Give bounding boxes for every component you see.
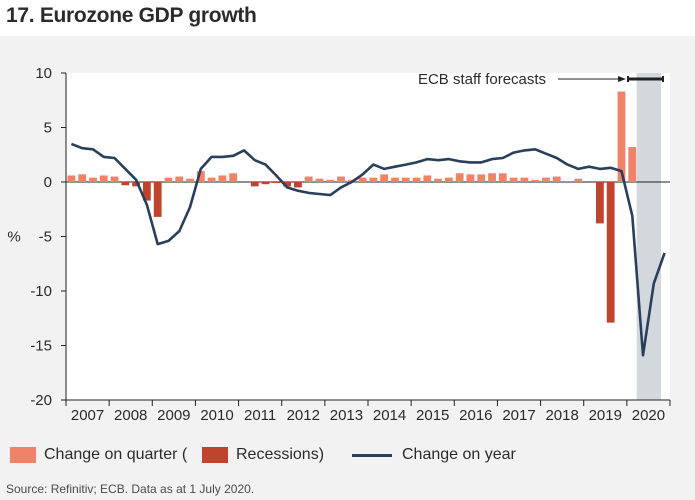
x-tick-label: 2009 [157, 407, 190, 424]
chart-title: 17. Eurozone GDP growth [6, 4, 257, 27]
bar-quarter [304, 176, 313, 182]
bar-quarter [542, 177, 550, 182]
legend-year-swatch [352, 453, 392, 457]
source-note: Source: Refinitiv; ECB. Data as at 1 Jul… [6, 482, 255, 496]
bar-quarter [164, 177, 173, 182]
bar-quarter [207, 177, 216, 182]
bar-quarter [401, 177, 410, 182]
bar-quarter [445, 177, 453, 182]
bar-quarter [218, 175, 227, 182]
legend-recessions-label: Recessions) [236, 446, 325, 463]
bar-recession [143, 182, 151, 201]
x-tick-label: 2017 [502, 407, 535, 424]
bar-recession [261, 182, 270, 185]
bar-recession [294, 182, 302, 188]
bar-quarter [488, 173, 496, 182]
bar-quarter [574, 178, 583, 182]
bar-quarter [563, 180, 572, 182]
bar-quarter [617, 91, 626, 182]
x-tick-label: 2007 [71, 407, 104, 424]
forecast-band [636, 73, 661, 400]
bar-quarter [99, 175, 108, 182]
y-tick-label: -15 [30, 338, 52, 355]
forecast-annotation: ECB staff forecasts [418, 71, 546, 88]
x-tick-label: 2016 [459, 407, 492, 424]
bar-quarter [326, 179, 335, 182]
bar-quarter [369, 177, 378, 182]
bar-quarter [358, 177, 367, 182]
legend-year-label: Change on year [402, 446, 516, 463]
x-tick-label: 2011 [244, 407, 276, 424]
bar-recession [272, 182, 281, 184]
bar-quarter [196, 171, 205, 182]
legend-quarter: Change on quarter ( [10, 442, 187, 468]
bar-quarter [110, 176, 119, 182]
chart: 10 5 0 -5 -10 -15 -20% 2007 2008 2009 2010 2011 2012… [7, 65, 671, 424]
y-tick-label: -10 [30, 283, 52, 300]
title-bar: 17. Eurozone GDP growth [0, 0, 695, 36]
legend-quarter-label: Change on quarter ( [44, 446, 188, 463]
annotation-arrowhead [618, 76, 626, 82]
bar-quarter [337, 176, 345, 182]
bar-quarter [412, 177, 421, 182]
plot-area [66, 73, 670, 400]
bar-quarter [67, 175, 76, 182]
bar-quarter [380, 174, 389, 182]
bar-recession [606, 182, 615, 323]
bar-quarter [477, 174, 486, 182]
bar-quarter [434, 178, 442, 182]
bar-quarter [186, 178, 194, 182]
legend-year: Change on year [352, 442, 516, 468]
bar-recession [283, 182, 291, 187]
bar-quarter [315, 178, 324, 182]
legend-recessions-swatch [202, 447, 228, 463]
x-tick-label: 2015 [416, 407, 449, 424]
y-tick-label: 5 [44, 120, 52, 137]
x-tick-label: 2013 [330, 407, 363, 424]
x-tick-label: 2019 [589, 407, 622, 424]
bar-quarter [423, 175, 432, 182]
legend-quarter-swatch [10, 447, 36, 463]
bar-quarter [455, 173, 464, 182]
x-tick-label: 2014 [373, 407, 406, 424]
bar-quarter [229, 173, 238, 182]
y-tick-label: 10 [35, 65, 52, 82]
bar-recession [153, 182, 162, 217]
bar-quarter [466, 174, 475, 182]
bar-quarter [89, 177, 97, 182]
bar-recession [132, 182, 140, 187]
x-tick-label: 2020 [632, 407, 665, 424]
bar-recession [596, 182, 604, 224]
bar-quarter [628, 147, 637, 182]
y-tick-label: 0 [44, 174, 52, 191]
bar-recession [121, 182, 130, 186]
x-tick-label: 2018 [545, 407, 578, 424]
x-tick-label: 2008 [114, 407, 147, 424]
bar-quarter [509, 177, 518, 182]
line-change-on-year [70, 142, 666, 357]
legend-recessions: Recessions) [202, 442, 324, 468]
y-tick-label: -5 [39, 229, 52, 246]
bar-quarter [531, 179, 540, 182]
y-tick-label: -20 [30, 392, 52, 409]
x-tick-label: 2012 [287, 407, 320, 424]
bar-quarter [78, 174, 87, 182]
y-axis-label: % [7, 229, 20, 246]
x-tick-label: 2010 [200, 407, 233, 424]
bar-quarter [552, 176, 561, 182]
bar-recession [250, 182, 259, 187]
bar-quarter [391, 177, 399, 182]
bar-quarter [520, 177, 529, 182]
bar-quarter [498, 173, 507, 182]
bar-quarter [175, 176, 184, 182]
